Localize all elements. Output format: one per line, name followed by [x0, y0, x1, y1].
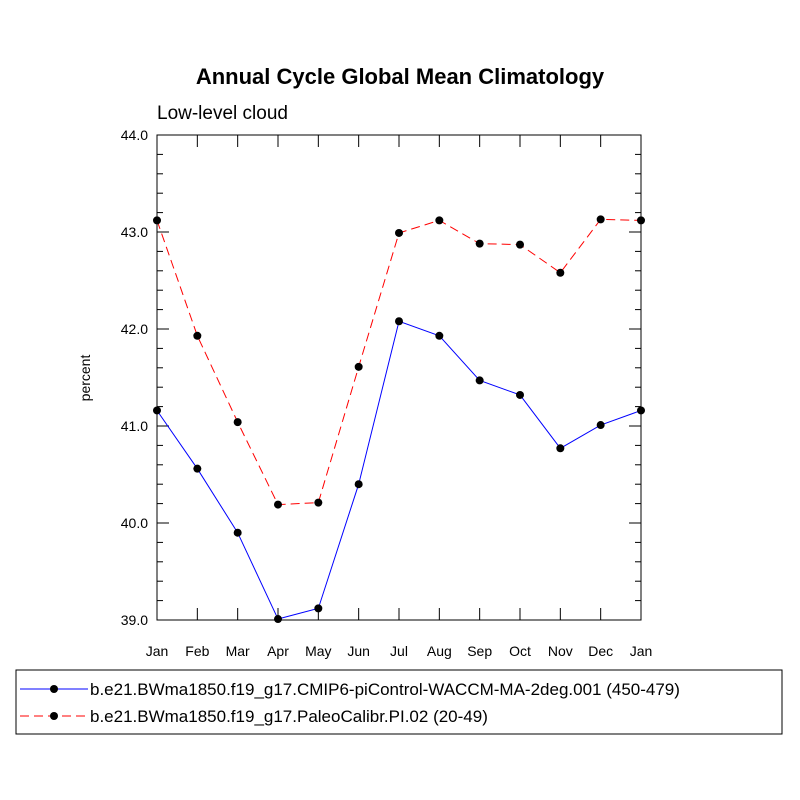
y-tick-label: 39.0: [121, 612, 148, 628]
y-tick-label: 44.0: [121, 127, 148, 143]
x-tick-label: May: [305, 643, 331, 659]
x-tick-label: Mar: [226, 643, 250, 659]
y-tick-labels: 39.0 40.0 41.0 42.0 43.0 44.0: [121, 127, 148, 628]
y-tick-label: 40.0: [121, 515, 148, 531]
series-2-point: [354, 362, 363, 371]
x-tick-label: Oct: [509, 643, 531, 659]
y-tick-label: 42.0: [121, 321, 148, 337]
chart-title: Annual Cycle Global Mean Climatology: [196, 64, 605, 89]
series-2-point: [314, 498, 323, 507]
series-2-point: [233, 418, 242, 427]
series-1-point: [556, 444, 565, 453]
series-line-1: [156, 320, 642, 620]
series-1-point: [274, 615, 282, 624]
series-1-point: [395, 317, 403, 326]
legend-box: [15, 669, 783, 735]
series-1-point: [475, 376, 484, 385]
x-tick-label: Aug: [427, 643, 452, 659]
series-2-point: [193, 331, 202, 340]
legend-label-1: b.e21.BWma1850.f19_g17.CMIP6-piControl-W…: [90, 680, 680, 699]
legend: b.e21.BWma1850.f19_g17.CMIP6-piControl-W…: [15, 669, 783, 735]
series-1-point: [233, 528, 242, 537]
x-tick-label: Jul: [390, 643, 408, 659]
series-2-point: [274, 500, 282, 509]
series-1-point: [354, 480, 363, 489]
series-group: [153, 215, 645, 624]
plot-frame: [156, 134, 642, 621]
series-2-point: [516, 240, 524, 249]
legend-label-2: b.e21.BWma1850.f19_g17.PaleoCalibr.PI.02…: [90, 707, 488, 726]
y-axis-label: percent: [77, 355, 93, 402]
series-2-point: [596, 215, 605, 224]
x-tick-label: Jun: [347, 643, 370, 659]
series-2-point: [435, 216, 444, 225]
legend-marker-1: [50, 685, 58, 693]
series-2-point: [475, 239, 484, 248]
series-2-point: [395, 228, 403, 237]
series-1-point: [516, 390, 524, 399]
axis-ticks: [156, 134, 642, 621]
series-1-point: [596, 421, 605, 430]
x-tick-label: Nov: [548, 643, 573, 659]
chart-subtitle: Low-level cloud: [157, 103, 288, 124]
series-line-2: [156, 218, 642, 506]
y-tick-label: 43.0: [121, 224, 148, 240]
x-tick-labels: Jan Feb Mar Apr May Jun Jul Aug Sep Oct Nov Dec Jan: [146, 643, 653, 659]
y-tick-label: 41.0: [121, 418, 148, 434]
x-tick-label: Jan: [630, 643, 653, 659]
x-tick-label: Sep: [467, 643, 492, 659]
x-tick-label: Dec: [588, 643, 613, 659]
x-tick-label: Jan: [146, 643, 169, 659]
x-tick-label: Apr: [267, 643, 289, 659]
legend-marker-2: [50, 712, 58, 720]
series-1-point: [193, 464, 202, 473]
series-1-point: [314, 604, 323, 613]
x-tick-label: Feb: [185, 643, 209, 659]
series-2-point: [556, 268, 565, 277]
series-1-point: [435, 331, 444, 340]
